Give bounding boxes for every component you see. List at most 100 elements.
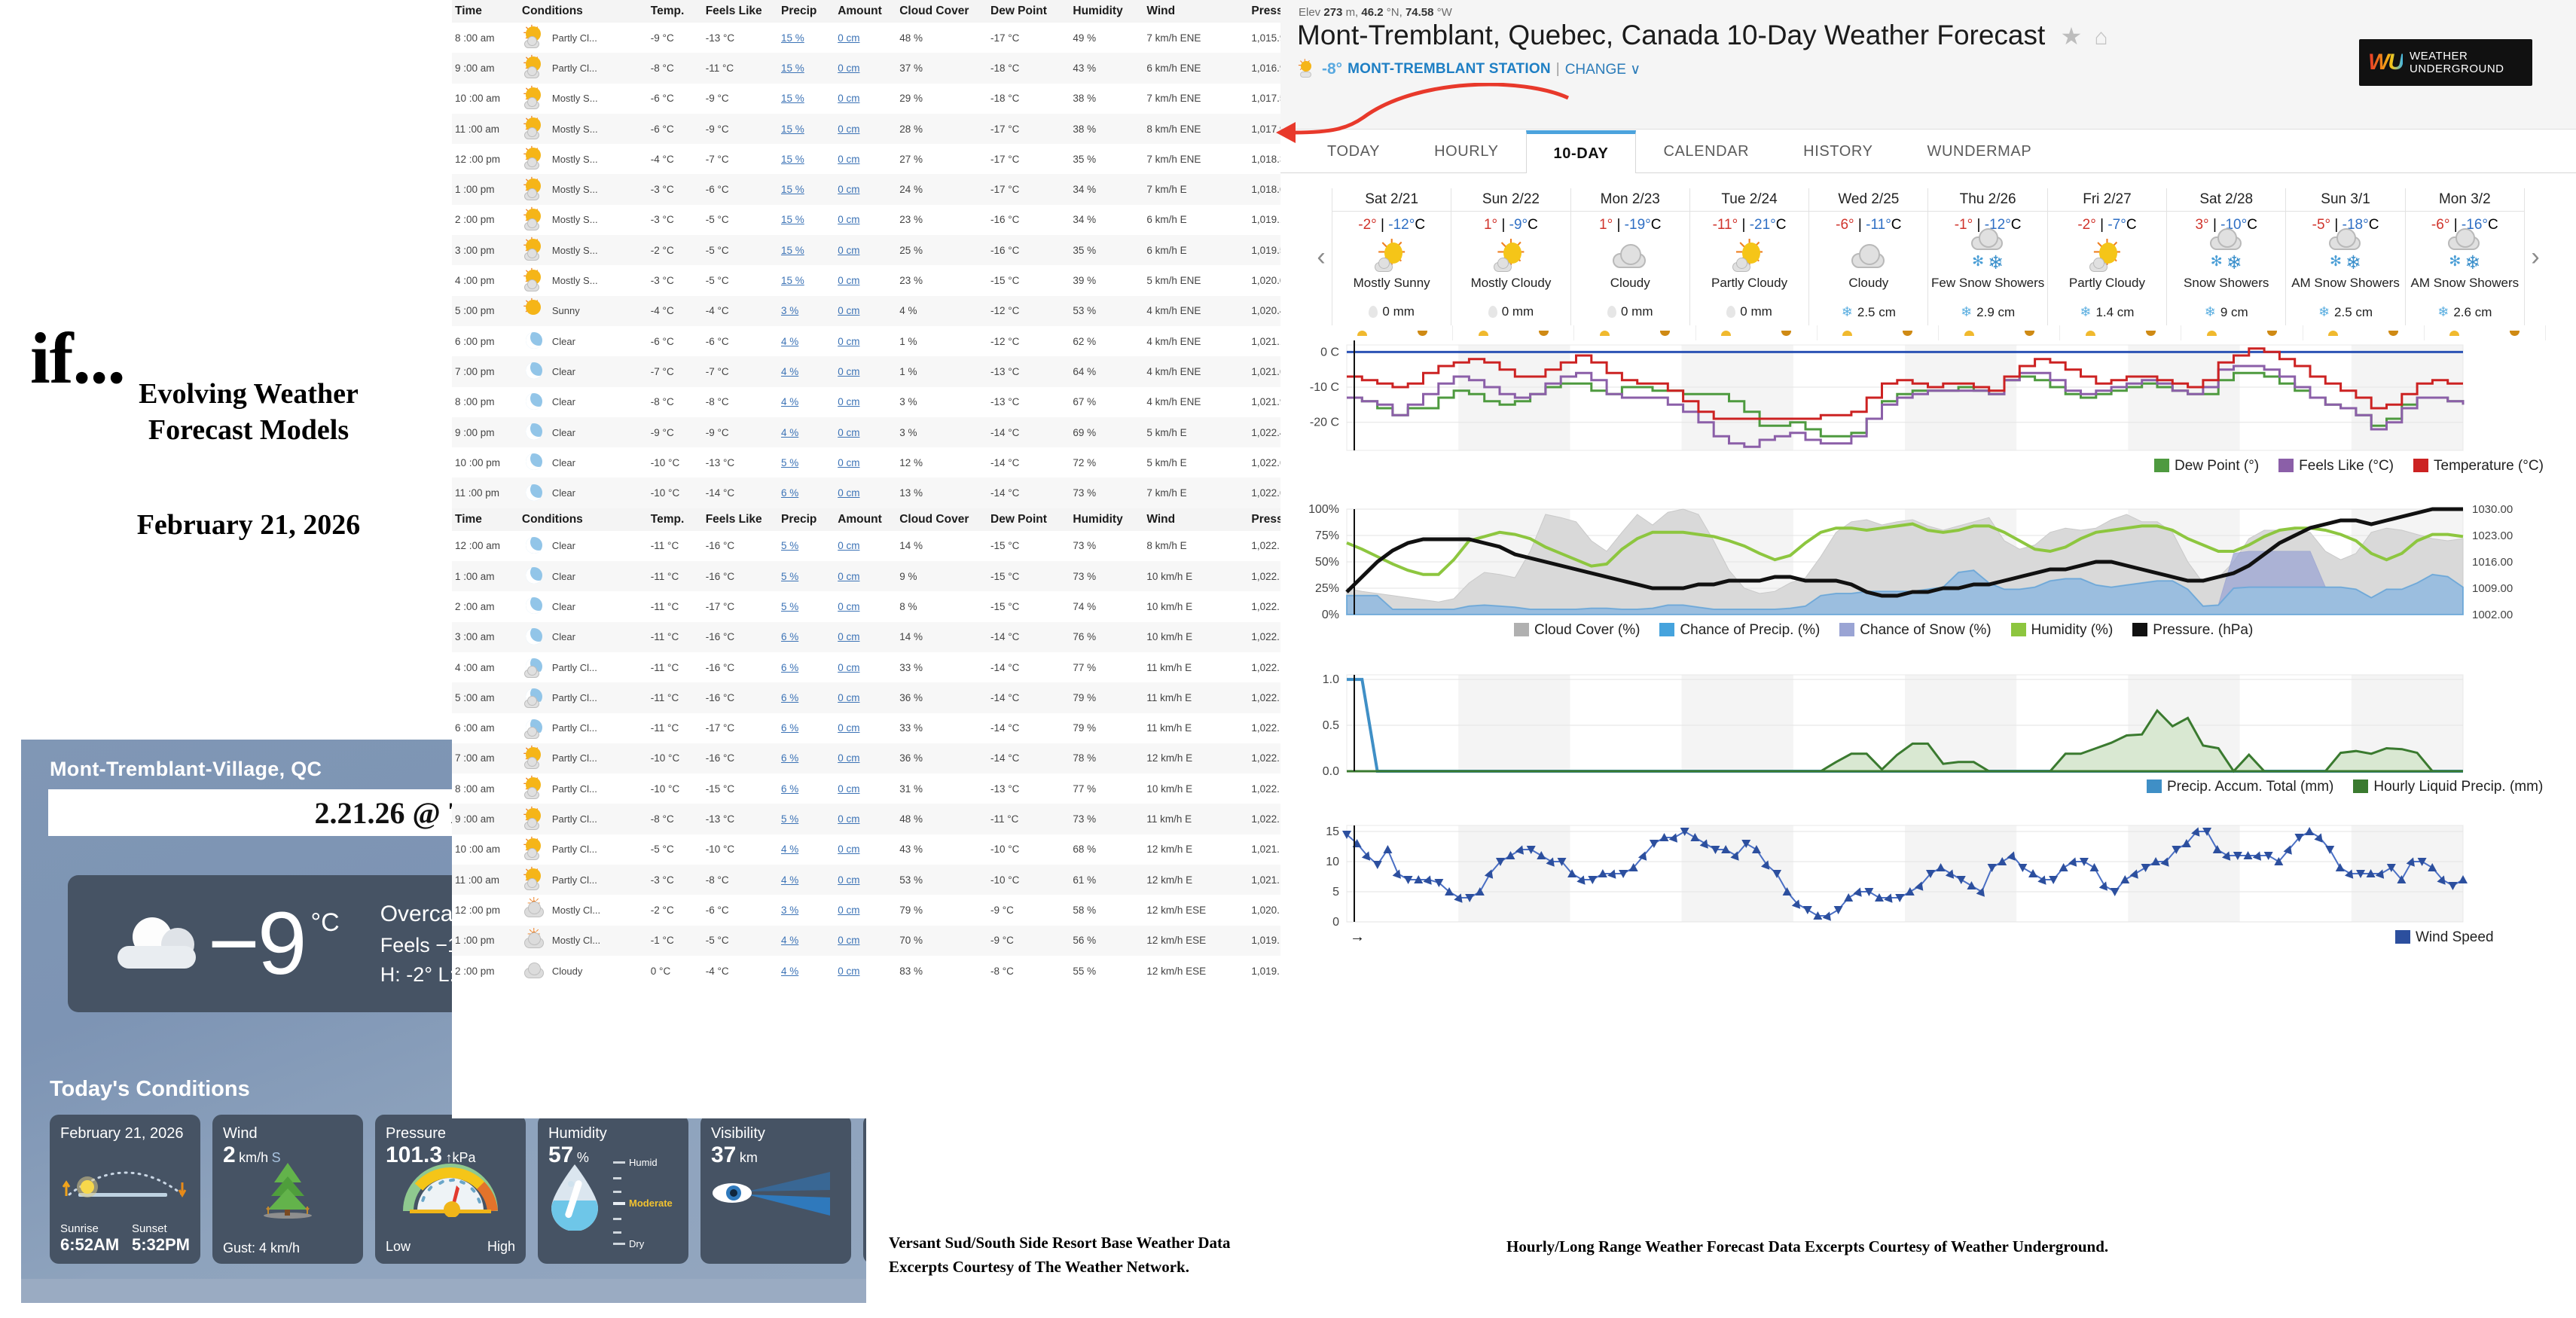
- amount-link[interactable]: 0 cm: [838, 783, 860, 795]
- change-station-link[interactable]: CHANGE ∨: [1564, 61, 1641, 78]
- precip-link[interactable]: 5 %: [780, 456, 799, 468]
- table-row[interactable]: 12 :00 am Clear -11 °C -16 °C 5 % 0 cm 14 % -15…: [452, 531, 1307, 561]
- amount-link[interactable]: 0 cm: [838, 874, 860, 886]
- precip-link[interactable]: 3 %: [780, 305, 799, 317]
- amount-link[interactable]: 0 cm: [838, 93, 860, 105]
- amount-link[interactable]: 0 cm: [838, 62, 860, 74]
- amount-link[interactable]: 0 cm: [838, 691, 860, 703]
- precip-link[interactable]: 6 %: [780, 691, 799, 703]
- precip-link[interactable]: 6 %: [780, 783, 799, 795]
- table-row[interactable]: 8 :00 am ☀Partly Cl...-9 °C -13 °C 15 % 0 cm…: [452, 23, 1307, 53]
- amount-link[interactable]: 0 cm: [838, 487, 860, 499]
- forecast-day-column[interactable]: Fri 2/27-2° | -7°C☀Partly Cloudy❄1.4 cm: [2047, 188, 2168, 325]
- precip-link[interactable]: 4 %: [780, 335, 799, 347]
- tab-calendar[interactable]: CALENDAR: [1663, 143, 1750, 160]
- tab-10-day[interactable]: 10-DAY: [1525, 130, 1637, 173]
- amount-link[interactable]: 0 cm: [838, 305, 860, 317]
- table-row[interactable]: 6 :00 am Partly Cl... -11 °C -17 °C 6 % 0 cm 3…: [452, 713, 1307, 743]
- precip-link[interactable]: 5 %: [780, 600, 799, 612]
- precip-link[interactable]: 4 %: [780, 396, 799, 408]
- table-row[interactable]: 10 :00 am ☀Partly Cl...-5 °C -10 °C 4 % 0 cm…: [452, 834, 1307, 865]
- table-row[interactable]: 8 :00 pm Clear -8 °C -8 °C 4 % 0 cm 3 % -13 °C 6…: [452, 387, 1307, 417]
- table-row[interactable]: 5 :00 pm☀Sunny-4 °C-4 °C3 %0 cm4 %-12 °C…: [452, 295, 1307, 326]
- amount-link[interactable]: 0 cm: [838, 904, 860, 916]
- precip-link[interactable]: 6 %: [780, 752, 799, 764]
- amount-link[interactable]: 0 cm: [838, 365, 860, 377]
- amount-link[interactable]: 0 cm: [838, 335, 860, 347]
- precip-link[interactable]: 15 %: [780, 184, 804, 196]
- precip-link[interactable]: 15 %: [780, 123, 804, 135]
- table-row[interactable]: 7 :00 pm Clear -7 °C -7 °C 4 % 0 cm 1 % -13 °C 6…: [452, 356, 1307, 387]
- forecast-day-column[interactable]: Thu 2/26 -1° | -12°C ✻ ❄ Few Snow Showers ❄ 2.…: [1928, 188, 2048, 325]
- prev-days-arrow[interactable]: ‹: [1317, 242, 1326, 271]
- amount-link[interactable]: 0 cm: [838, 396, 860, 408]
- table-row[interactable]: 1 :00 pm☀Mostly S...-3 °C-6 °C15 % 0 cm 24…: [452, 174, 1307, 205]
- table-row[interactable]: 3 :00 pm☀Mostly S...-2 °C-5 °C15 % 0 cm 25…: [452, 235, 1307, 266]
- table-row[interactable]: 8 :00 am ☀Partly Cl...-10 °C -15 °C 6 % 0 cm…: [452, 773, 1307, 804]
- precipitation-chart[interactable]: 1.0 0.5 0.0 Precip. Accum. Total (mm) Hourly…: [1280, 670, 2576, 806]
- precip-link[interactable]: 15 %: [780, 244, 804, 256]
- forecast-day-column[interactable]: Mon 3/2 -6° | -16°C ✻ ❄ AM Snow Showers ❄ 2.6 …: [2405, 188, 2525, 325]
- table-row[interactable]: 12 :00 pm ☀Mostly S...-4 °C -7 °C 15 % 0 cm 2…: [452, 144, 1307, 174]
- table-row[interactable]: 10 :00 pm Clear -10 °C -13 °C 5 % 0 cm 12 % -14…: [452, 447, 1307, 477]
- table-row[interactable]: 9 :00 pm Clear -9 °C -9 °C 4 % 0 cm 3 % -14 °C 6…: [452, 416, 1307, 448]
- favorite-star-icon[interactable]: ★: [2060, 23, 2083, 50]
- table-row[interactable]: 11 :00 pm Clear -10 °C -14 °C 6 % 0 cm 13 % -14…: [452, 477, 1307, 508]
- precip-link[interactable]: 5 %: [780, 813, 799, 825]
- amount-link[interactable]: 0 cm: [838, 570, 860, 582]
- precip-link[interactable]: 4 %: [780, 874, 799, 886]
- amount-link[interactable]: 0 cm: [838, 244, 860, 256]
- amount-link[interactable]: 0 cm: [838, 844, 860, 856]
- amount-link[interactable]: 0 cm: [838, 752, 860, 764]
- forecast-day-column[interactable]: Sun 3/1 -5° | -18°C ✻ ❄ AM Snow Showers ❄ 2.5 …: [2286, 188, 2406, 325]
- table-row[interactable]: 9 :00 am☀Partly Cl...-8 °C-11 °C15 % 0 cm…: [452, 53, 1307, 84]
- temperature-chart[interactable]: 0 C -10 C -20 C Dew Point (°) Feels Like (°C…: [1280, 340, 2576, 484]
- precip-link[interactable]: 4 %: [780, 365, 799, 377]
- precip-link[interactable]: 4 %: [780, 965, 799, 977]
- amount-link[interactable]: 0 cm: [838, 426, 860, 438]
- amount-link[interactable]: 0 cm: [838, 184, 860, 196]
- amount-link[interactable]: 0 cm: [838, 456, 860, 468]
- amount-link[interactable]: 0 cm: [838, 32, 860, 44]
- amount-link[interactable]: 0 cm: [838, 661, 860, 673]
- precip-link[interactable]: 15 %: [780, 153, 804, 165]
- precip-link[interactable]: 4 %: [780, 844, 799, 856]
- amount-link[interactable]: 0 cm: [838, 540, 860, 552]
- table-row[interactable]: 11 :00 am☀Partly Cl...-3 °C-8 °C4 % 0 cm 5…: [452, 865, 1307, 895]
- tab-hourly[interactable]: HOURLY: [1434, 143, 1499, 160]
- table-row[interactable]: 4 :00 pm ☀Mostly S...-3 °C -5 °C 15 % 0 cm 23…: [452, 265, 1307, 295]
- amount-link[interactable]: 0 cm: [838, 600, 860, 612]
- amount-link[interactable]: 0 cm: [838, 935, 860, 947]
- table-row[interactable]: 10 :00 am ☀Mostly S...-6 °C -9 °C 15 % 0 cm 2…: [452, 84, 1307, 114]
- precip-link[interactable]: 15 %: [780, 32, 804, 44]
- amount-link[interactable]: 0 cm: [838, 813, 860, 825]
- table-row[interactable]: 7 :00 am☀Partly Cl...-10 °C-16 °C6 % 0 cm…: [452, 743, 1307, 774]
- forecast-day-column[interactable]: Wed 2/25 -6° | -11°C Cloudy ❄ 2.5 cm: [1809, 188, 1929, 325]
- precip-link[interactable]: 6 %: [780, 487, 799, 499]
- precip-link[interactable]: 15 %: [780, 214, 804, 226]
- tab-today[interactable]: TODAY: [1327, 143, 1381, 160]
- tab-history[interactable]: HISTORY: [1803, 143, 1873, 160]
- amount-link[interactable]: 0 cm: [838, 631, 860, 643]
- amount-link[interactable]: 0 cm: [838, 153, 860, 165]
- precip-link[interactable]: 3 %: [780, 904, 799, 916]
- next-days-arrow[interactable]: ›: [2531, 242, 2540, 271]
- precip-link[interactable]: 15 %: [780, 62, 804, 74]
- amount-link[interactable]: 0 cm: [838, 275, 860, 287]
- hourly-forecast-table-panel[interactable]: Time Conditions Temp. Feels Like Precip …: [452, 0, 1307, 1118]
- amount-link[interactable]: 0 cm: [838, 123, 860, 135]
- table-row[interactable]: 5 :00 am Partly Cl... -11 °C -16 °C 6 % 0 cm 3…: [452, 682, 1307, 713]
- table-row[interactable]: 9 :00 am☀Partly Cl...-8 °C-13 °C5 % 0 cm 4…: [452, 804, 1307, 834]
- precip-link[interactable]: 5 %: [780, 540, 799, 552]
- amount-link[interactable]: 0 cm: [838, 722, 860, 734]
- table-row[interactable]: 3 :00 am Clear -11 °C -16 °C 6 % 0 cm 14 % -14 …: [452, 621, 1307, 652]
- table-row[interactable]: 11 :00 am☀Mostly S...-6 °C-9 °C15 % 0 cm 2…: [452, 113, 1307, 145]
- precip-link[interactable]: 4 %: [780, 935, 799, 947]
- precip-link[interactable]: 4 %: [780, 426, 799, 438]
- forecast-day-column[interactable]: Sat 2/28 3° | -10°C ✻ ❄ Snow Showers ❄ 9 cm: [2167, 188, 2287, 325]
- precip-link[interactable]: 6 %: [780, 722, 799, 734]
- forecast-day-column[interactable]: Mon 2/23 1° | -19°C Cloudy 0 mm: [1570, 188, 1690, 325]
